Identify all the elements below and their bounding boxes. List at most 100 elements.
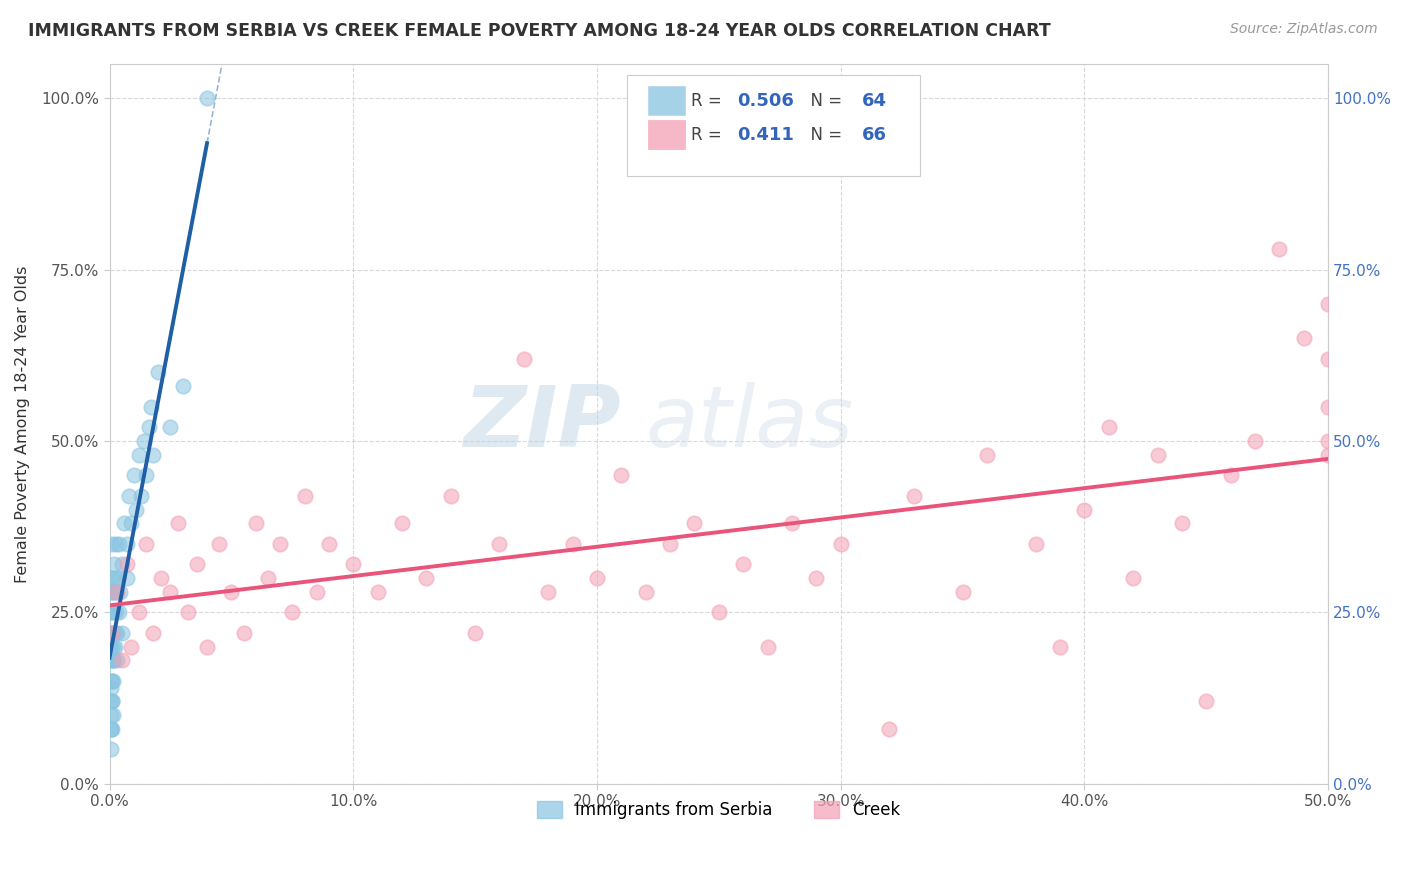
Point [1292,331,1315,345]
Text: R =: R = [690,126,733,144]
Y-axis label: Female Poverty Among 18-24 Year Olds: Female Poverty Among 18-24 Year Olds [15,265,30,582]
Point [1122,571,1144,585]
Point [101,673,124,688]
Point [121,516,143,531]
Point [103,653,125,667]
Point [111,653,134,667]
Point [415,571,437,585]
Point [115,571,138,585]
Point [112,516,135,531]
FancyBboxPatch shape [627,75,920,176]
Point [98,640,121,654]
Point [659,537,682,551]
Point [118,489,141,503]
Point [100,742,122,756]
Point [342,558,364,572]
Point [121,640,143,654]
Point [683,516,706,531]
Text: Source: ZipAtlas.com: Source: ZipAtlas.com [1230,22,1378,37]
Point [1025,537,1047,551]
Point [111,626,134,640]
Point [780,516,803,531]
Point [1317,351,1340,366]
Point [149,571,172,585]
Point [195,91,218,105]
Point [1317,400,1340,414]
Point [101,626,124,640]
Point [142,626,165,640]
Point [101,653,124,667]
Point [756,640,779,654]
Text: ZIP: ZIP [464,383,621,466]
Text: 0.506: 0.506 [737,92,794,110]
Text: 66: 66 [862,126,886,144]
Point [464,626,486,640]
Point [100,694,122,708]
Point [586,571,609,585]
Point [139,400,162,414]
Point [128,448,150,462]
Point [103,606,125,620]
FancyBboxPatch shape [648,120,685,149]
Text: N =: N = [800,126,848,144]
Point [105,584,128,599]
Point [100,708,122,723]
Point [100,722,122,736]
Point [101,640,124,654]
Point [103,558,125,572]
Point [281,606,304,620]
Point [100,626,122,640]
Point [107,571,129,585]
Point [830,537,852,551]
Point [245,516,267,531]
Point [104,606,127,620]
Point [1317,434,1340,448]
Point [1146,448,1168,462]
Point [103,673,125,688]
Point [1244,434,1267,448]
Text: 0.411: 0.411 [737,126,794,144]
Point [1317,448,1340,462]
Point [98,694,121,708]
Point [129,489,152,503]
Point [513,351,536,366]
Point [232,626,254,640]
Point [103,584,125,599]
Point [195,640,218,654]
Point [138,420,160,434]
Point [176,606,198,620]
Point [101,606,124,620]
Text: IMMIGRANTS FROM SERBIA VS CREEK FEMALE POVERTY AMONG 18-24 YEAR OLDS CORRELATION: IMMIGRANTS FROM SERBIA VS CREEK FEMALE P… [28,22,1050,40]
Point [101,694,124,708]
Point [318,537,340,551]
Point [879,722,901,736]
Point [707,606,730,620]
Point [100,653,122,667]
Text: 64: 64 [862,92,886,110]
Point [101,537,124,551]
Point [104,571,127,585]
Point [115,537,138,551]
Point [172,379,194,393]
Point [101,708,124,723]
Text: R =: R = [690,92,727,110]
Point [100,673,122,688]
Legend: Immigrants from Serbia, Creek: Immigrants from Serbia, Creek [530,794,907,826]
Point [976,448,998,462]
Point [208,537,231,551]
Point [122,468,145,483]
Point [104,640,127,654]
Point [104,626,127,640]
Point [142,448,165,462]
Point [159,584,181,599]
Point [1049,640,1071,654]
FancyBboxPatch shape [648,87,685,115]
Point [128,606,150,620]
Point [166,516,188,531]
Point [110,584,132,599]
Point [100,681,122,695]
Point [269,537,291,551]
Point [132,434,155,448]
Point [108,606,131,620]
Point [105,584,128,599]
